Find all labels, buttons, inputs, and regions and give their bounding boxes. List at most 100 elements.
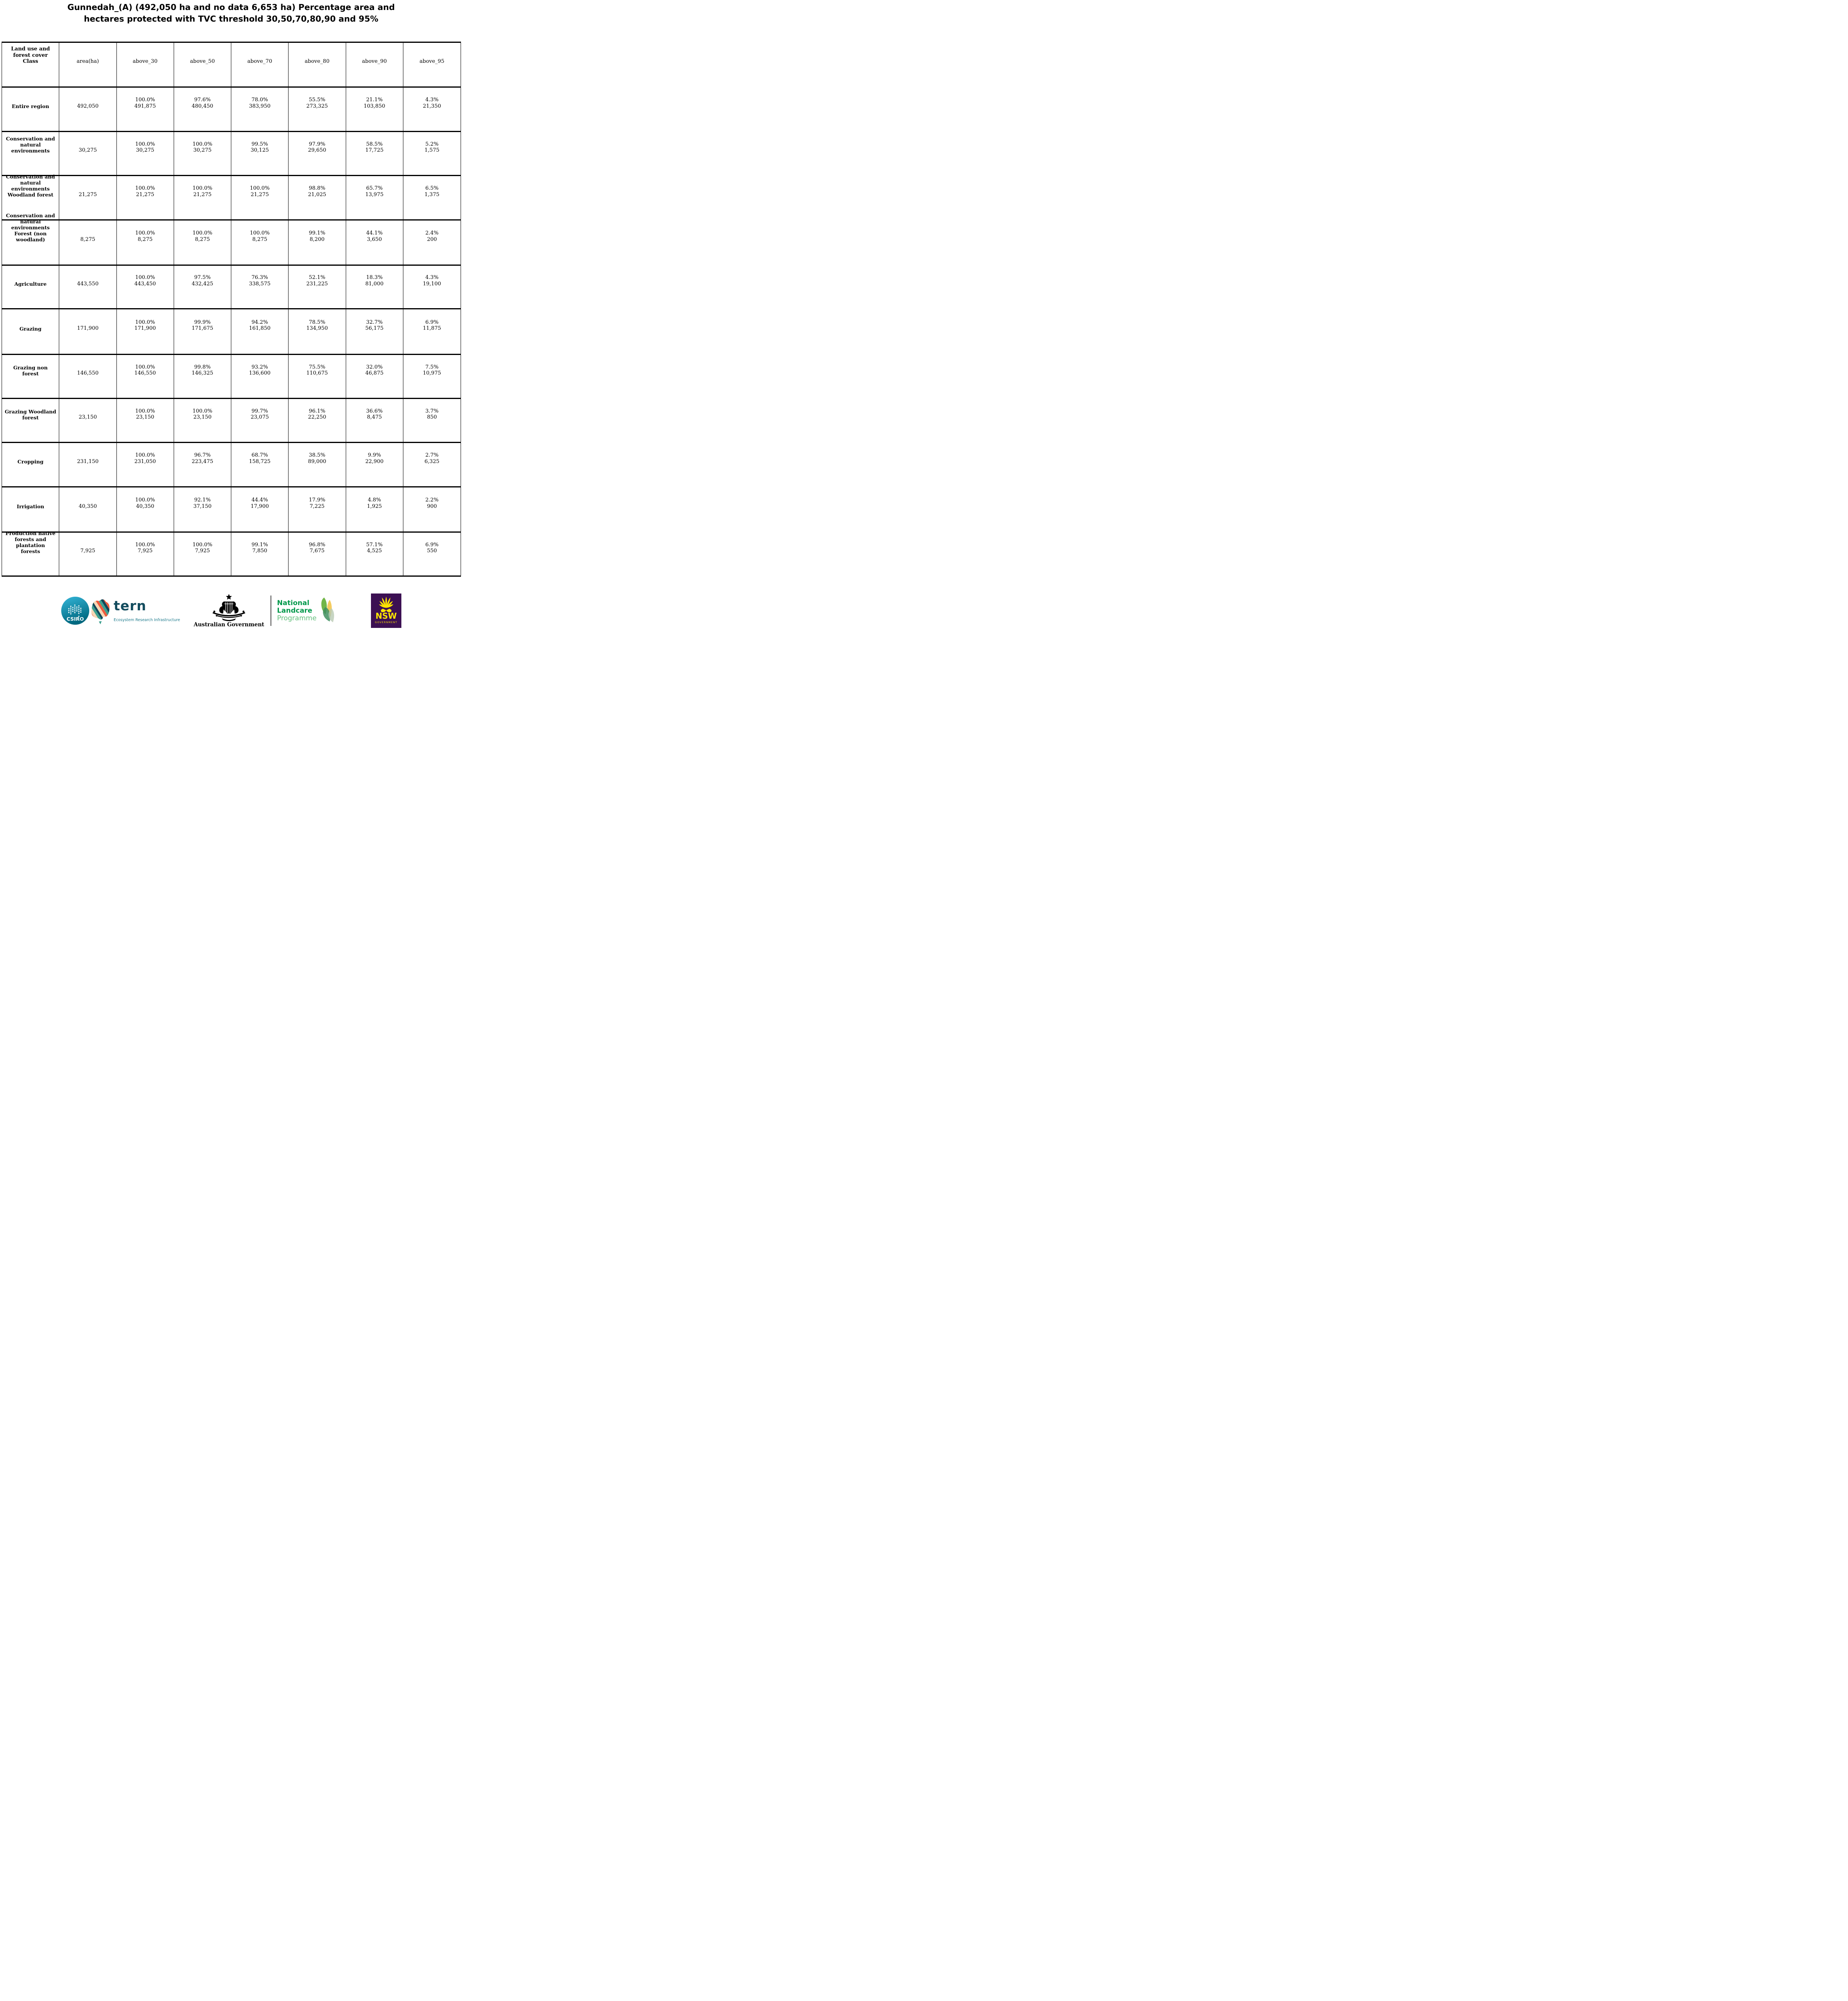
cell: 2.2% 900 bbox=[403, 487, 461, 533]
cell-text: Conservation and natural environments bbox=[6, 135, 55, 154]
cell-text: 32.0% 46,875 bbox=[365, 364, 384, 377]
cell-text: 99.1% 7,850 bbox=[251, 541, 268, 554]
header-cell: Land use and forest cover Class bbox=[2, 43, 60, 88]
row-label-cell: Grazing bbox=[2, 309, 60, 355]
cell: 171,900 bbox=[59, 309, 117, 355]
cell: 98.8% 21,025 bbox=[289, 176, 346, 221]
page-title-line2: hectares protected with TVC threshold 30… bbox=[84, 14, 379, 24]
cell-text: 30,275 bbox=[78, 147, 97, 153]
australian-government-logo: Australian Government bbox=[194, 593, 264, 628]
header-cell: area(ha) bbox=[59, 43, 117, 88]
cell-text: 78.5% 134,950 bbox=[306, 319, 328, 332]
cell: 100.0% 7,925 bbox=[116, 533, 174, 577]
landcare-leaves-icon bbox=[321, 597, 334, 622]
cell-text: 58.5% 17,725 bbox=[365, 141, 384, 154]
landcare-line2: Landcare bbox=[277, 606, 313, 615]
cell: 443,550 bbox=[59, 266, 117, 309]
cell: 492,050 bbox=[59, 88, 117, 132]
cell-text: 100.0% 8,275 bbox=[250, 230, 270, 243]
cell: 58.5% 17,725 bbox=[346, 132, 403, 176]
cell-text: 18.3% 81,000 bbox=[365, 275, 384, 287]
cell-text: Irrigation bbox=[16, 503, 44, 509]
cell-text: 443,550 bbox=[77, 281, 99, 287]
cell-text: 4.3% 21,350 bbox=[423, 97, 441, 109]
cell: 5.2% 1,575 bbox=[403, 132, 461, 176]
cell-text: 57.1% 4,525 bbox=[366, 541, 383, 554]
cell: 7,925 bbox=[59, 533, 117, 577]
cell: 52.1% 231,225 bbox=[289, 266, 346, 309]
header-cell: above_80 bbox=[289, 43, 346, 88]
cell-text: 100.0% 30,275 bbox=[192, 141, 212, 154]
landcare-text: National Landcare Programme bbox=[277, 599, 317, 622]
cell-text: 146,550 bbox=[77, 370, 99, 376]
cell: 78.0% 383,950 bbox=[231, 88, 289, 132]
cell: 97.5% 432,425 bbox=[174, 266, 231, 309]
cell-text: 100.0% 40,350 bbox=[135, 497, 155, 509]
landcare-line3: Programme bbox=[277, 614, 317, 622]
cell-text: Entire region bbox=[12, 103, 49, 109]
cell: 17.9% 7,225 bbox=[289, 487, 346, 533]
header-cell: above_30 bbox=[116, 43, 174, 88]
nsw-label: NSW bbox=[375, 611, 397, 621]
cell: 9.9% 22,900 bbox=[346, 443, 403, 487]
row-label-cell: Conservation and natural environments Wo… bbox=[2, 174, 60, 221]
cell-text: 100.0% 8,275 bbox=[135, 230, 155, 243]
cell-text: 94.2% 161,850 bbox=[249, 319, 271, 332]
cell: 100.0% 40,350 bbox=[116, 487, 174, 533]
cell: 100.0% 171,900 bbox=[116, 309, 174, 355]
cell: 44.1% 3,650 bbox=[346, 221, 403, 266]
cell: 100.0% 21,275 bbox=[231, 176, 289, 221]
header-text: above_95 bbox=[419, 58, 445, 64]
cell: 93.2% 136,600 bbox=[231, 355, 289, 399]
cell-text: 44.4% 17,900 bbox=[251, 497, 269, 509]
cell-text: 98.8% 21,025 bbox=[308, 185, 327, 198]
cell-text: 100.0% 30,275 bbox=[135, 141, 155, 154]
cell-text: 100.0% 146,550 bbox=[134, 364, 156, 377]
cell-text: 99.9% 171,675 bbox=[191, 319, 213, 332]
cell: 68.7% 158,725 bbox=[231, 443, 289, 487]
cell-text: 100.0% 171,900 bbox=[134, 319, 156, 332]
cell: 21.1% 103,850 bbox=[346, 88, 403, 132]
cell-text: Grazing non forest bbox=[13, 364, 48, 377]
national-landcare-logo: National Landcare Programme bbox=[277, 596, 337, 626]
cell-text: 75.5% 110,675 bbox=[306, 364, 328, 377]
cell: 231,150 bbox=[59, 443, 117, 487]
cell: 100.0% 146,550 bbox=[116, 355, 174, 399]
cell: 94.2% 161,850 bbox=[231, 309, 289, 355]
cell: 8,275 bbox=[59, 221, 117, 266]
row-label-cell: Grazing non forest bbox=[2, 355, 60, 399]
nsw-government-logo: NSW GOVERNMENT bbox=[371, 593, 402, 628]
cell-text: Cropping bbox=[17, 459, 44, 465]
cell: 21,275 bbox=[59, 176, 117, 221]
csiro-logo-icon: CSIRO bbox=[61, 597, 89, 625]
cell-text: Grazing bbox=[19, 325, 42, 332]
cell: 99.7% 23,075 bbox=[231, 399, 289, 443]
cell: 96.1% 22,250 bbox=[289, 399, 346, 443]
cell-text: 6.5% 1,375 bbox=[424, 185, 439, 198]
header-cell: above_70 bbox=[231, 43, 289, 88]
cell: 100.0% 21,275 bbox=[116, 176, 174, 221]
tern-wordmark: tern bbox=[113, 598, 146, 614]
cell-text: 99.7% 23,075 bbox=[251, 408, 269, 421]
cell: 92.1% 37,150 bbox=[174, 487, 231, 533]
cell-text: 9.9% 22,900 bbox=[365, 452, 384, 465]
cell-text: 2.2% 900 bbox=[425, 497, 439, 509]
page-title-line1: Gunnedah_(A) (492,050 ha and no data 6,6… bbox=[67, 2, 395, 12]
cell: 6.5% 1,375 bbox=[403, 176, 461, 221]
cell: 4.3% 19,100 bbox=[403, 266, 461, 309]
cell: 30,275 bbox=[59, 132, 117, 176]
cell-text: 6.9% 11,875 bbox=[423, 319, 441, 332]
cell: 100.0% 23,150 bbox=[116, 399, 174, 443]
row-label-cell: Entire region bbox=[2, 88, 60, 132]
cell: 7.5% 10,975 bbox=[403, 355, 461, 399]
header-text: above_50 bbox=[190, 58, 215, 64]
cell: 100.0% 443,450 bbox=[116, 266, 174, 309]
cell: 76.3% 338,575 bbox=[231, 266, 289, 309]
waratah-icon bbox=[379, 597, 394, 612]
cell-text: 99.8% 146,325 bbox=[191, 364, 213, 377]
row-label-cell: Agriculture bbox=[2, 266, 60, 309]
cell: 100.0% 8,275 bbox=[116, 221, 174, 266]
cell-text: 96.7% 223,475 bbox=[191, 452, 213, 465]
cell: 99.1% 7,850 bbox=[231, 533, 289, 577]
cell: 100.0% 30,275 bbox=[116, 132, 174, 176]
